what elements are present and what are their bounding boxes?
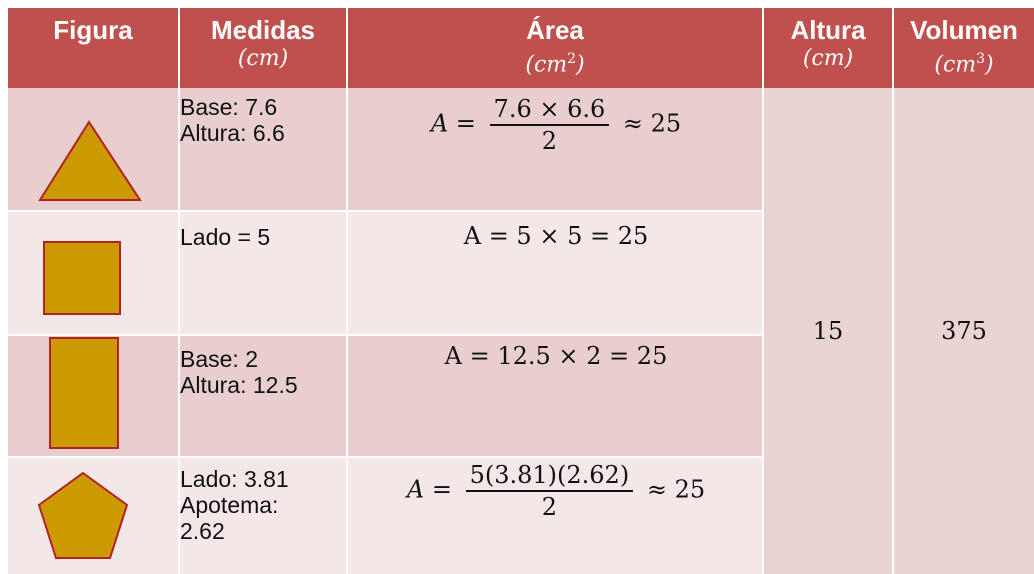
row1-area-formula: A = 7.6 × 6.6 2 ≈ 25 bbox=[430, 95, 682, 155]
row3-altura: Altura: 12.5 bbox=[180, 372, 298, 398]
header-area-label: Área bbox=[526, 15, 584, 45]
row1-base: Base: 7.6 bbox=[180, 94, 278, 120]
triangle-icon bbox=[38, 120, 142, 201]
header-medidas-unit: (cm) bbox=[237, 46, 289, 71]
header-altura-unit: (cm) bbox=[802, 46, 854, 71]
altura-value: 15 bbox=[764, 88, 892, 574]
rectangle-icon bbox=[49, 337, 119, 449]
row3-medidas: Base: 2 Altura: 12.5 bbox=[180, 346, 298, 398]
header-medidas: Medidas (cm) bbox=[180, 8, 346, 88]
row1-medidas: Base: 7.6 Altura: 6.6 bbox=[180, 94, 285, 146]
header-figura-label: Figura bbox=[53, 15, 133, 45]
column-divider bbox=[178, 8, 180, 574]
header-figura: Figura bbox=[8, 8, 178, 88]
row4-apotema-value: 2.62 bbox=[180, 518, 225, 544]
square-icon bbox=[43, 241, 121, 315]
row4-medidas: Lado: 3.81 Apotema: 2.62 bbox=[180, 466, 289, 544]
row3-area-formula: A = 12.5 × 2 = 25 bbox=[444, 342, 668, 370]
volumen-value: 375 bbox=[894, 88, 1034, 574]
row2-area-formula: A = 5 × 5 = 25 bbox=[463, 222, 649, 250]
header-area: Área (cm2) bbox=[348, 8, 762, 88]
header-volumen-label: Volumen bbox=[910, 15, 1018, 45]
header-medidas-label: Medidas bbox=[210, 15, 316, 45]
row2-medidas: Lado = 5 bbox=[180, 224, 270, 250]
column-divider bbox=[762, 8, 764, 574]
row4-lado: Lado: 3.81 bbox=[180, 466, 289, 492]
pentagon-icon bbox=[37, 471, 129, 559]
row4-area-formula: A = 5(3.81)(2.62) 2 ≈ 25 bbox=[406, 461, 706, 521]
row2-lado: Lado = 5 bbox=[180, 224, 271, 250]
row3-base: Base: 2 bbox=[180, 346, 258, 372]
row1-altura: Altura: 6.6 bbox=[180, 120, 285, 146]
geometry-table: Figura Medidas (cm) Área (cm2) Altura (c… bbox=[8, 8, 1034, 574]
header-volumen-unit: (cm3) bbox=[934, 51, 994, 78]
column-divider bbox=[346, 8, 348, 574]
header-altura: Altura (cm) bbox=[764, 8, 892, 88]
header-area-unit: (cm2) bbox=[525, 51, 585, 78]
row4-apotema: Apotema: bbox=[180, 492, 279, 518]
header-volumen: Volumen (cm3) bbox=[894, 8, 1034, 88]
header-altura-label: Altura bbox=[790, 15, 866, 45]
column-divider bbox=[892, 8, 894, 574]
